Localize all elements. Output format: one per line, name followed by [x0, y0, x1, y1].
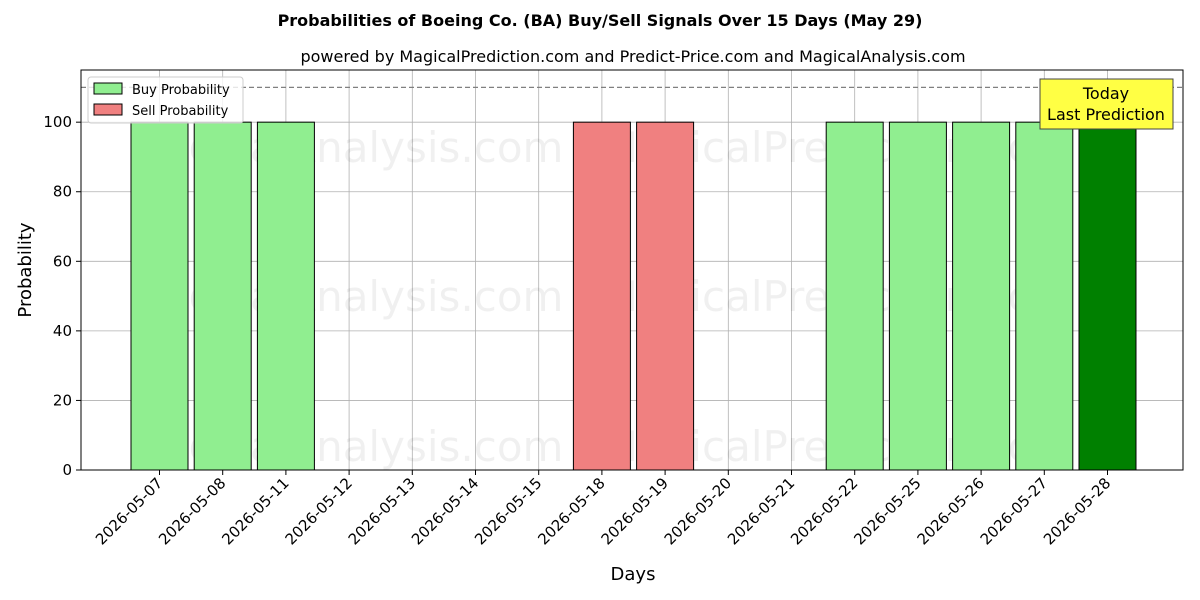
bar-buy — [130, 121, 189, 471]
y-axis: 0 20 40 60 80 100 — [43, 113, 81, 479]
bar-buy — [193, 121, 252, 471]
watermark-text: MagicalAnalysis.com — [127, 123, 564, 172]
legend-swatch-buy — [93, 82, 123, 95]
legend: Buy Probability Sell Probability — [87, 76, 244, 124]
x-tick-label: 2026-05-19 — [598, 474, 672, 548]
x-tick-label: 2026-05-12 — [282, 474, 356, 548]
y-tick-label: 60 — [53, 252, 72, 270]
x-tick-label: 2026-05-11 — [218, 474, 292, 548]
x-tick-label: 2026-05-26 — [914, 474, 988, 548]
x-tick-label: 2026-05-20 — [661, 474, 735, 548]
x-tick-label: 2026-05-14 — [408, 474, 482, 548]
plot-frame — [80, 69, 1184, 471]
y-tick-label: 0 — [62, 461, 72, 479]
x-tick-label: 2026-05-25 — [850, 474, 924, 548]
y-tick-label: 20 — [53, 391, 72, 409]
annotation-box: Today Last Prediction — [1039, 78, 1174, 130]
x-tick-label: 2026-05-07 — [92, 474, 166, 548]
y-tick-label: 100 — [43, 113, 72, 131]
x-tick-label: 2026-05-21 — [724, 474, 798, 548]
legend-swatch-sell — [93, 103, 123, 116]
annotation-background — [1039, 78, 1174, 130]
x-tick-label: 2026-05-27 — [977, 474, 1051, 548]
legend-frame — [87, 76, 244, 124]
annotation-line-2: Last Prediction — [1047, 105, 1165, 124]
x-tick-label: 2026-05-08 — [155, 474, 229, 548]
watermark-text: MagicalAnalysis.com — [127, 272, 564, 321]
bar-sell — [636, 121, 695, 471]
x-axis: 2026-05-072026-05-082026-05-112026-05-12… — [92, 470, 1114, 548]
watermark-text: MagicalAnalysis.com — [127, 422, 564, 471]
bar-buy — [256, 121, 315, 471]
x-tick-label: 2026-05-22 — [787, 474, 861, 548]
y-axis-label: Probability — [15, 222, 36, 317]
x-tick-label: 2026-05-28 — [1040, 474, 1114, 548]
chart-title: Probabilities of Boeing Co. (BA) Buy/Sel… — [278, 11, 923, 30]
bar-buy — [1078, 121, 1137, 471]
y-tick-label: 40 — [53, 322, 72, 340]
x-axis-label: Days — [611, 564, 656, 585]
bar-buy — [825, 121, 884, 471]
x-tick-label: 2026-05-13 — [345, 474, 419, 548]
x-tick-label: 2026-05-15 — [471, 474, 545, 548]
bar-sell — [572, 121, 631, 471]
y-tick-label: 80 — [53, 183, 72, 201]
legend-label-buy: Buy Probability — [132, 83, 230, 98]
bar-buy — [1015, 121, 1074, 471]
x-tick-label: 2026-05-18 — [534, 474, 608, 548]
legend-label-sell: Sell Probability — [132, 104, 229, 119]
chart-subtitle: powered by MagicalPrediction.com and Pre… — [300, 47, 965, 66]
bar-buy — [952, 121, 1011, 471]
annotation-line-1: Today — [1082, 84, 1129, 103]
bar-buy — [888, 121, 947, 471]
